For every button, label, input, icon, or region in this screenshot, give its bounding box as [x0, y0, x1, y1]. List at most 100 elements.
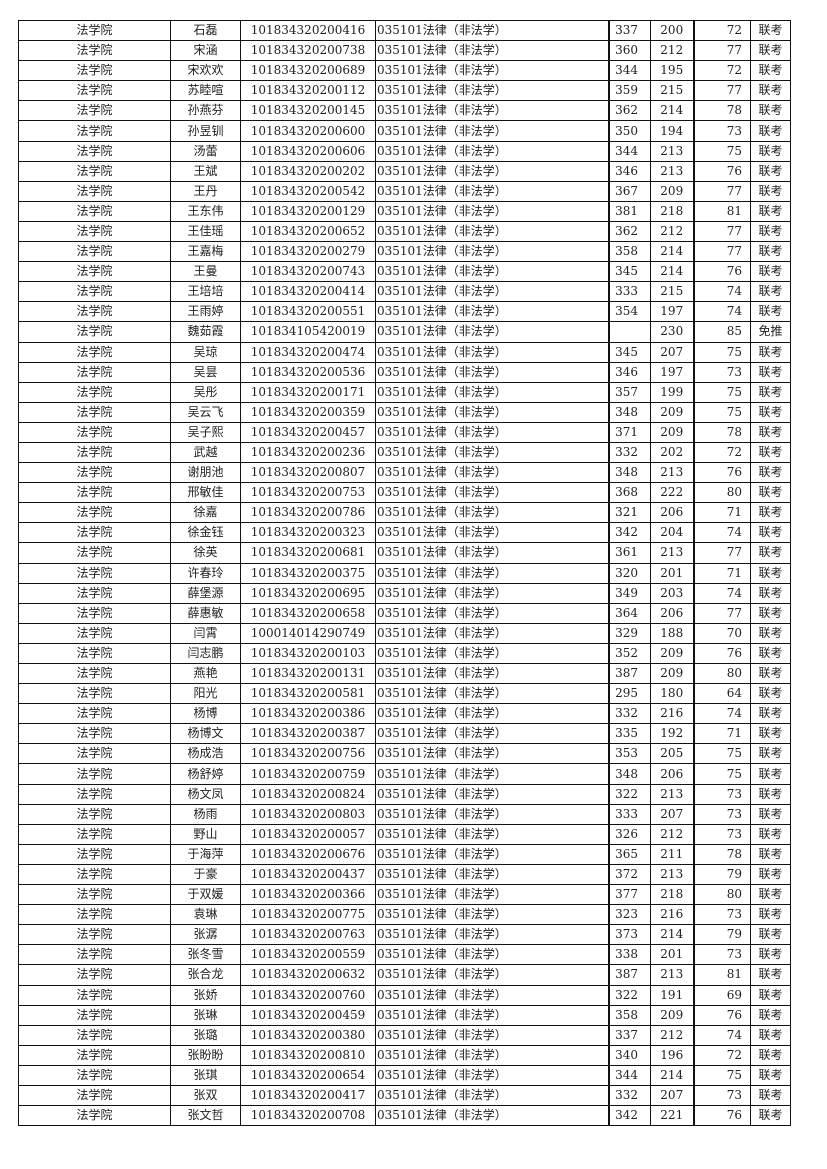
major-cell: 035101法律（非法学）	[375, 582, 610, 604]
major-cell: 035101法律（非法学）	[375, 462, 610, 484]
name-cell: 石磊	[170, 19, 241, 42]
major-cell: 035101法律（非法学）	[375, 301, 610, 323]
college-cell: 法学院	[18, 1084, 171, 1107]
college-cell: 法学院	[18, 220, 171, 243]
initial-score-cell: 323	[608, 904, 651, 926]
table-row: 法学院 王斌 101834320200202 035101法律（非法学） 346 213 7…	[18, 160, 791, 182]
retest-score-cell: 200	[650, 19, 695, 42]
table-row: 法学院 谢朋池 101834320200807 035101法律（非法学） 348 213…	[18, 462, 791, 484]
exam-type-cell: 联考	[750, 220, 791, 243]
exam-type-cell: 联考	[750, 60, 791, 82]
candidate-id-cell: 101834320200236	[240, 441, 376, 464]
college-cell: 法学院	[18, 261, 171, 283]
total-score-cell: 79	[693, 863, 751, 886]
college-cell: 法学院	[18, 863, 171, 886]
table-row: 法学院 张琪 101834320200654 035101法律（非法学） 344 214 7…	[18, 1064, 791, 1086]
exam-type-cell: 联考	[750, 843, 791, 865]
candidate-id-cell: 101834320200459	[240, 1004, 376, 1026]
exam-type-cell: 联考	[750, 703, 791, 725]
major-cell: 035101法律（非法学）	[375, 1084, 610, 1107]
candidate-id-cell: 101834320200606	[240, 140, 376, 162]
table-row: 法学院 杨舒婷 101834320200759 035101法律（非法学） 348 206…	[18, 763, 791, 785]
candidate-id-cell: 101834320200803	[240, 803, 376, 825]
total-score-cell: 69	[693, 984, 751, 1006]
exam-type-cell: 联考	[750, 642, 791, 665]
candidate-id-cell: 101834320200681	[240, 542, 376, 564]
exam-type-cell: 联考	[750, 723, 791, 745]
retest-score-cell: 214	[650, 241, 695, 263]
major-cell: 035101法律（非法学）	[375, 281, 610, 303]
retest-score-cell: 196	[650, 1044, 695, 1066]
total-score-cell: 77	[693, 602, 751, 624]
college-cell: 法学院	[18, 743, 171, 765]
exam-type-cell: 联考	[750, 984, 791, 1006]
major-cell: 035101法律（非法学）	[375, 683, 610, 705]
candidate-id-cell: 101834320200359	[240, 401, 376, 423]
candidate-id-cell: 101834320200807	[240, 462, 376, 484]
retest-score-cell: 221	[650, 1105, 695, 1127]
table-row: 法学院 燕艳 101834320200131 035101法律（非法学） 387 209 8…	[18, 662, 791, 685]
candidate-id-cell: 101834320200763	[240, 924, 376, 946]
name-cell: 邢敏佳	[170, 482, 241, 504]
college-cell: 法学院	[18, 321, 171, 343]
total-score-cell: 76	[693, 642, 751, 665]
total-score-cell: 76	[693, 261, 751, 283]
name-cell: 王嘉梅	[170, 241, 241, 263]
major-cell: 035101法律（非法学）	[375, 1105, 610, 1127]
retest-score-cell: 209	[650, 1004, 695, 1026]
major-cell: 035101法律（非法学）	[375, 642, 610, 665]
college-cell: 法学院	[18, 120, 171, 142]
total-score-cell: 71	[693, 723, 751, 745]
exam-type-cell: 联考	[750, 1004, 791, 1026]
total-score-cell: 73	[693, 803, 751, 825]
candidate-id-cell: 101834320200437	[240, 863, 376, 886]
name-cell: 张潺	[170, 924, 241, 946]
major-cell: 035101法律（非法学）	[375, 1024, 610, 1046]
major-cell: 035101法律（非法学）	[375, 160, 610, 182]
candidate-id-cell: 100014014290749	[240, 622, 376, 644]
table-row: 法学院 许春玲 101834320200375 035101法律（非法学） 320 201…	[18, 562, 791, 584]
name-cell: 谢朋池	[170, 462, 241, 484]
total-score-cell: 85	[693, 321, 751, 343]
exam-type-cell: 联考	[750, 120, 791, 142]
name-cell: 孙燕芬	[170, 100, 241, 122]
major-cell: 035101法律（非法学）	[375, 602, 610, 624]
initial-score-cell: 321	[608, 502, 651, 524]
exam-type-cell: 联考	[750, 441, 791, 464]
exam-type-cell: 联考	[750, 401, 791, 423]
total-score-cell: 74	[693, 1024, 751, 1046]
college-cell: 法学院	[18, 622, 171, 644]
college-cell: 法学院	[18, 642, 171, 665]
college-cell: 法学院	[18, 421, 171, 443]
initial-score-cell: 346	[608, 361, 651, 383]
retest-score-cell: 206	[650, 602, 695, 624]
initial-score-cell: 348	[608, 401, 651, 423]
major-cell: 035101法律（非法学）	[375, 1064, 610, 1086]
total-score-cell: 73	[693, 120, 751, 142]
initial-score-cell: 387	[608, 662, 651, 685]
exam-type-cell: 联考	[750, 301, 791, 323]
total-score-cell: 74	[693, 281, 751, 303]
table-row: 法学院 杨雨 101834320200803 035101法律（非法学） 333 207 7…	[18, 803, 791, 825]
initial-score-cell: 348	[608, 462, 651, 484]
exam-type-cell: 联考	[750, 200, 791, 222]
major-cell: 035101法律（非法学）	[375, 924, 610, 946]
college-cell: 法学院	[18, 522, 171, 544]
exam-type-cell: 联考	[750, 763, 791, 785]
candidate-id-cell: 101834105420019	[240, 321, 376, 343]
total-score-cell: 74	[693, 582, 751, 604]
candidate-id-cell: 101834320200131	[240, 662, 376, 685]
major-cell: 035101法律（非法学）	[375, 843, 610, 865]
major-cell: 035101法律（非法学）	[375, 60, 610, 82]
exam-type-cell: 联考	[750, 803, 791, 825]
retest-score-cell: 209	[650, 642, 695, 665]
candidate-id-cell: 101834320200658	[240, 602, 376, 624]
major-cell: 035101法律（非法学）	[375, 783, 610, 805]
exam-type-cell: 联考	[750, 482, 791, 504]
initial-score-cell: 371	[608, 421, 651, 443]
retest-score-cell: 202	[650, 441, 695, 464]
name-cell: 吴云飞	[170, 401, 241, 423]
initial-score-cell: 338	[608, 944, 651, 966]
major-cell: 035101法律（非法学）	[375, 1044, 610, 1066]
college-cell: 法学院	[18, 884, 171, 906]
